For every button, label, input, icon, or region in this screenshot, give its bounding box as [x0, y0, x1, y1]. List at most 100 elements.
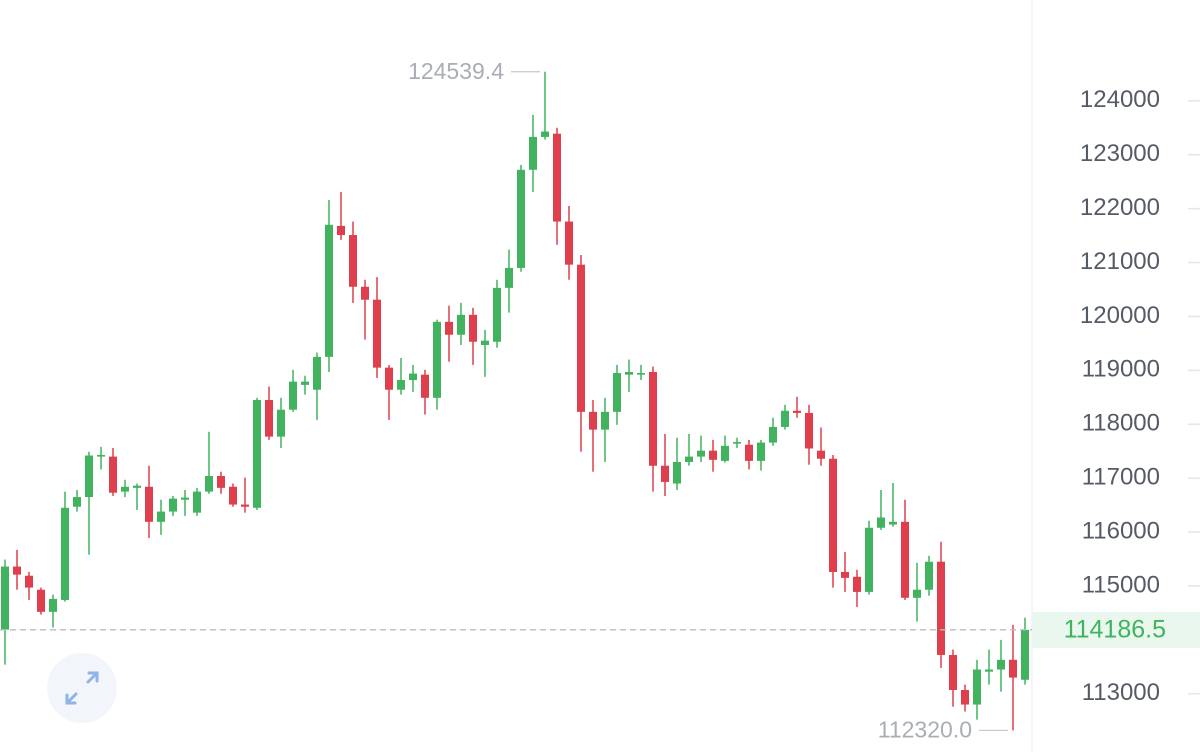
- candle-body: [13, 566, 21, 575]
- candle-body: [301, 381, 309, 385]
- candle-body: [421, 374, 429, 398]
- y-tick-label: 118000: [1082, 410, 1160, 437]
- candle-body: [85, 455, 93, 498]
- candle-body: [133, 485, 141, 488]
- candle-body: [541, 131, 549, 137]
- candle-body: [505, 267, 513, 288]
- expand-button-bg[interactable]: [47, 653, 117, 723]
- y-tick-label: 124000: [1080, 86, 1160, 113]
- candle-body: [97, 454, 105, 457]
- candle-body: [985, 669, 993, 672]
- candle-body: [865, 527, 873, 592]
- candle-body: [829, 458, 837, 572]
- candle-body: [217, 475, 225, 488]
- y-tick-label: 123000: [1080, 140, 1160, 167]
- candle-body: [169, 498, 177, 512]
- candle-body: [673, 461, 681, 484]
- candle-body: [685, 456, 693, 462]
- candle-body: [145, 486, 153, 522]
- candle-body: [997, 659, 1005, 670]
- candle-body: [781, 410, 789, 427]
- candle-body: [565, 221, 573, 265]
- candle-body: [457, 314, 465, 335]
- candle-body: [889, 521, 897, 525]
- candle-body: [25, 575, 33, 588]
- candle-body: [109, 456, 117, 493]
- candle-body: [373, 299, 381, 368]
- candle-body: [745, 444, 753, 461]
- candle-body: [253, 399, 261, 508]
- candle-body: [349, 235, 357, 287]
- candle-body: [37, 589, 45, 612]
- y-tick-label: 115000: [1082, 571, 1160, 598]
- candle-body: [649, 371, 657, 466]
- candle-body: [337, 225, 345, 236]
- candle-body: [769, 426, 777, 443]
- candle-body: [925, 561, 933, 590]
- candle-body: [205, 475, 213, 492]
- candle-body: [193, 491, 201, 513]
- candle-body: [181, 497, 189, 500]
- candle-body: [721, 445, 729, 461]
- candle-body: [697, 450, 705, 457]
- candle-body: [553, 133, 561, 222]
- candle-body: [517, 169, 525, 268]
- candle-body: [817, 450, 825, 459]
- y-tick-label: 120000: [1080, 302, 1160, 329]
- y-tick-label: 121000: [1080, 248, 1160, 275]
- candle-body: [625, 371, 633, 375]
- expand-icon: [65, 671, 99, 705]
- candle-body: [937, 561, 945, 655]
- candle-body: [913, 589, 921, 598]
- candle-body: [241, 504, 249, 507]
- candle-body: [709, 450, 717, 460]
- candle-body: [397, 380, 405, 390]
- candle-body: [325, 224, 333, 357]
- candle-body: [61, 507, 69, 600]
- expand-button[interactable]: [47, 653, 117, 723]
- candle-body: [961, 690, 969, 705]
- candle-body: [577, 264, 585, 412]
- candle-body: [445, 321, 453, 335]
- candle-body: [313, 356, 321, 390]
- candle-body: [613, 373, 621, 412]
- candle-body: [661, 465, 669, 482]
- candle-body: [73, 497, 81, 507]
- candle-body: [949, 654, 957, 691]
- candle-body: [793, 410, 801, 413]
- candle-body: [973, 669, 981, 705]
- candle-body: [589, 411, 597, 430]
- candle-body: [121, 486, 129, 492]
- candle-body: [229, 486, 237, 505]
- candle-body: [277, 409, 285, 437]
- y-tick-label: 113000: [1082, 679, 1160, 706]
- candle-body: [733, 442, 741, 444]
- candle-body: [361, 286, 369, 300]
- overlay: 124539.4 112320.0 114186.5: [0, 58, 1200, 743]
- candle-body: [1, 566, 9, 630]
- candle-body: [1021, 629, 1029, 680]
- candle-body: [409, 373, 417, 381]
- candle-body: [49, 598, 57, 612]
- candle-body: [433, 321, 441, 398]
- y-tick-label: 122000: [1080, 194, 1160, 221]
- candle-body: [1009, 659, 1017, 678]
- candle-body: [877, 517, 885, 528]
- candle-body: [853, 576, 861, 592]
- candle-body: [493, 287, 501, 342]
- y-axis: 1130001140001150001160001170001180001190…: [1080, 86, 1200, 706]
- candle-body: [265, 399, 273, 437]
- candle-body: [469, 314, 477, 342]
- candle-body: [157, 511, 165, 522]
- candle-body: [529, 136, 537, 170]
- candle-body: [601, 411, 609, 430]
- candle-body: [805, 412, 813, 449]
- candle-body: [289, 381, 297, 410]
- y-tick-label: 116000: [1082, 517, 1160, 544]
- candle-body: [385, 367, 393, 390]
- y-tick-label: 119000: [1082, 356, 1160, 383]
- candle-body: [841, 571, 849, 578]
- candle-body: [901, 521, 909, 598]
